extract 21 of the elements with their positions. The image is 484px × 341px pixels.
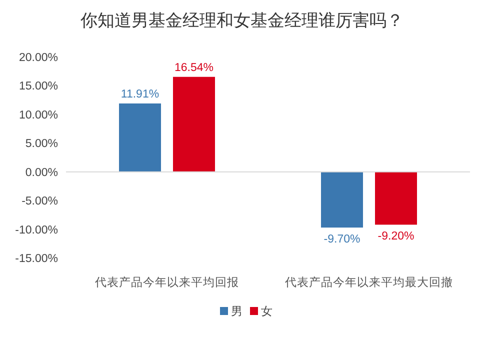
bar: [173, 76, 215, 172]
data-label: -9.20%: [378, 230, 414, 243]
bar: [119, 103, 161, 172]
data-label: 16.54%: [174, 62, 214, 74]
legend-label: 男: [231, 305, 243, 318]
x-tick-label: 代表产品今年以来平均回报: [94, 275, 239, 289]
y-tick-label: 0.00%: [25, 166, 58, 179]
y-tick-label: 5.00%: [25, 138, 58, 150]
legend-label: 女: [261, 305, 273, 318]
data-label: -9.70%: [324, 234, 360, 246]
x-tick-label: 代表产品今年以来平均最大回撤: [284, 275, 453, 289]
bar: [321, 172, 363, 228]
chart-title: 你知道男基金经理和女基金经理谁厉害吗？: [80, 11, 404, 30]
y-tick-label: -5.00%: [22, 196, 58, 208]
data-label: 11.91%: [120, 88, 160, 100]
y-tick-label: 20.00%: [18, 52, 58, 64]
y-tick-label: 10.00%: [18, 109, 58, 122]
bar: [375, 172, 417, 225]
y-tick-label: -15.00%: [15, 253, 58, 265]
y-tick-label: 15.00%: [18, 80, 58, 93]
y-tick-label: -10.00%: [15, 224, 58, 236]
